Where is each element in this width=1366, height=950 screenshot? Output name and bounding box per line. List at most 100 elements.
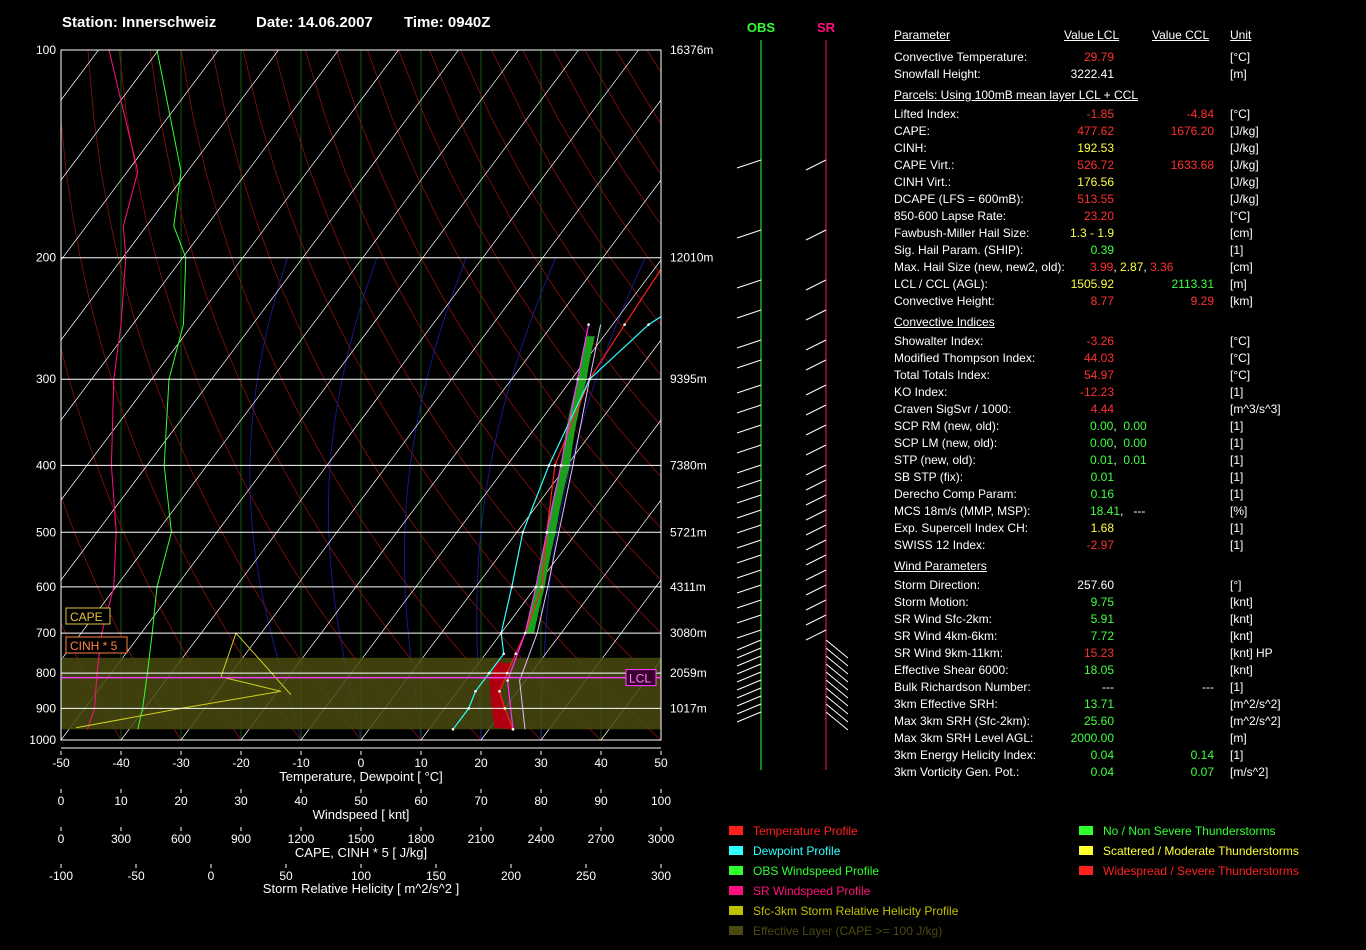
sr-wind-barb	[805, 569, 827, 581]
parameter-label: Effective Shear 6000:	[894, 663, 1009, 677]
parameter-value-part: ,	[1113, 453, 1124, 467]
dewpoint-line-point	[451, 728, 455, 731]
section-title-text: Wind Parameters	[894, 559, 987, 573]
parameter-value-lcl: 176.56	[1077, 175, 1114, 189]
sr-wind-barb	[805, 554, 827, 566]
parameter-value-part: 0.00	[1090, 436, 1114, 450]
sr-wind-barb	[805, 464, 827, 476]
temperature-tick-label: 0	[358, 756, 365, 770]
isotherm	[480, 499, 661, 740]
obs-wind-barb	[736, 404, 762, 414]
parameter-value-lcl: 54.97	[1083, 368, 1114, 382]
parameter-label: Fawbush-Miller Hail Size:	[894, 226, 1030, 240]
parcel-line-point	[587, 323, 590, 326]
srh-tick-label: 150	[426, 869, 446, 883]
parameter-unit: [m^2/s^2]	[1230, 714, 1281, 728]
parameter-unit: [knt]	[1230, 612, 1253, 626]
sr-wind-barb	[825, 639, 849, 659]
dry-adiabat	[273, 50, 661, 687]
profile-legend: Temperature Profile Dewpoint Profile OBS W…	[729, 824, 1029, 944]
parameter-value-lcl: 477.62	[1077, 124, 1114, 138]
windspeed-tick-label: 70	[474, 794, 488, 808]
parameter-value-ccl: 0.14	[1190, 748, 1214, 762]
height-tick-label: 7380m	[670, 458, 707, 472]
dry-adiabat	[553, 50, 661, 225]
parameter-value-part: 0.00	[1090, 419, 1114, 433]
dry-adiabat	[678, 50, 880, 740]
parameter-unit: [J/kg]	[1230, 175, 1259, 189]
isotherm	[540, 579, 661, 740]
parameter-multi-value: 0.00, 0.00	[1090, 436, 1147, 451]
parameter-unit: [knt]	[1230, 629, 1253, 643]
parameter-label: Max. Hail Size (new, new2, old):	[894, 260, 1065, 274]
parameter-value-lcl: 1.68	[1090, 521, 1114, 535]
dry-adiabat	[429, 50, 661, 427]
parameter-label: Storm Direction:	[894, 578, 981, 592]
sr-wind-barb	[805, 584, 827, 596]
sr-wind-barb	[805, 424, 827, 436]
height-tick-label: 5721m	[670, 525, 707, 539]
dry-adiabat	[460, 50, 661, 376]
parameter-unit: [J/kg]	[1230, 124, 1259, 138]
obs-wind-barb	[736, 309, 762, 319]
parameter-value-lcl: 1.3 - 1.9	[1069, 226, 1114, 240]
isotherm	[61, 50, 579, 740]
legend-label: SR Windspeed Profile	[753, 884, 871, 898]
parameter-label: CAPE:	[894, 124, 931, 138]
parameter-unit: [m/s^2]	[1230, 765, 1269, 779]
srh-tick-label: 0	[208, 869, 215, 883]
temperature-tick-label: -40	[112, 756, 130, 770]
isotherm	[420, 419, 661, 740]
dry-adiabat	[304, 50, 661, 634]
parameter-label: Showalter Index:	[894, 334, 984, 348]
sr-windspeed-line	[86, 50, 139, 730]
windspeed-tick-label: 60	[414, 794, 428, 808]
parameter-value-part: 18.41	[1090, 504, 1121, 518]
dry-adiabat	[584, 50, 661, 175]
dewpoint-line	[452, 315, 661, 730]
parameter-value-lcl: 23.20	[1083, 209, 1114, 223]
parameter-value-ccl: 0.07	[1190, 765, 1214, 779]
parcel-line-point	[511, 728, 515, 731]
sr-wind-barb	[805, 479, 827, 491]
parameter-value-lcl: 15.23	[1083, 646, 1114, 660]
parameter-label: Convective Height:	[894, 294, 995, 308]
parameter-unit: [m]	[1230, 731, 1247, 745]
parameter-value-ccl: -4.84	[1186, 107, 1214, 121]
parameter-value-part: ,	[1113, 436, 1124, 450]
parameter-value-lcl: 25.60	[1083, 714, 1114, 728]
obs-wind-barb	[736, 279, 762, 289]
parameter-value-lcl: 0.04	[1090, 765, 1114, 779]
cape-tick-label: 600	[171, 832, 191, 846]
sr-wind-barb	[805, 279, 827, 291]
parameter-value-lcl: 0.39	[1090, 243, 1114, 257]
temperature-tick-label: -30	[172, 756, 190, 770]
sr-wind-barb	[825, 663, 849, 683]
height-tick-label: 1017m	[670, 701, 707, 715]
parameter-label: KO Index:	[894, 385, 948, 399]
lcl-box	[625, 669, 657, 687]
parameter-unit: [1]	[1230, 521, 1244, 535]
parameter-label: Sig. Hail Param. (SHIP):	[894, 243, 1024, 257]
parameter-multi-value: 0.00, 0.00	[1090, 419, 1147, 434]
plot-area	[0, 50, 880, 740]
parameter-value-lcl: 29.79	[1083, 50, 1114, 64]
temperature-line	[498, 268, 661, 730]
temperature-line-point	[623, 323, 626, 326]
obs-wind-barb	[736, 464, 762, 474]
sr-column-label: SR	[817, 20, 836, 35]
legend-swatch	[729, 906, 743, 915]
isotherm	[61, 50, 459, 581]
parameter-label: SCP LM (new, old):	[894, 436, 998, 450]
parameter-value-part: 0.01	[1090, 453, 1114, 467]
parameter-label: Derecho Comp Param:	[894, 487, 1017, 501]
temperature-tick-label: 50	[654, 756, 668, 770]
temperature-tick-label: -20	[232, 756, 250, 770]
cape-label: CAPE	[70, 610, 103, 624]
legend-label: Dewpoint Profile	[753, 844, 841, 858]
parameter-multi-value: 0.01, 0.01	[1090, 453, 1147, 468]
dry-adiabat	[398, 50, 661, 478]
parameter-unit: [°C]	[1230, 334, 1251, 348]
parameter-unit: [°]	[1230, 578, 1242, 592]
isotherm	[0, 50, 39, 740]
